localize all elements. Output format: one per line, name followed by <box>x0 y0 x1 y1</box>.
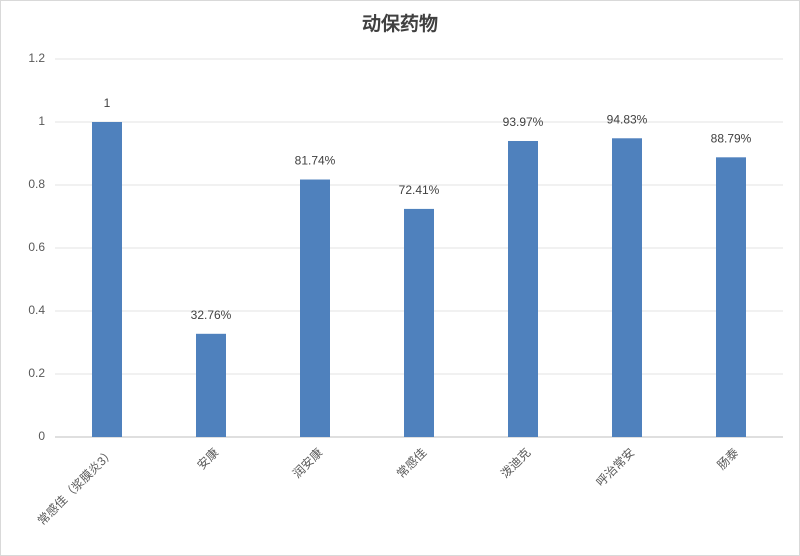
y-tick-label: 0 <box>38 429 45 443</box>
value-label: 32.76% <box>191 308 232 322</box>
bar <box>300 179 330 438</box>
bar <box>92 122 122 437</box>
value-label: 94.83% <box>607 112 648 126</box>
y-tick-label: 0.6 <box>28 240 45 254</box>
y-tick-label: 0.4 <box>28 303 45 317</box>
value-label: 81.74% <box>295 154 336 168</box>
bar <box>716 157 746 437</box>
value-label: 72.41% <box>399 183 440 197</box>
bar <box>508 140 538 437</box>
bar <box>404 208 434 437</box>
bar <box>612 138 642 437</box>
value-label: 1 <box>104 96 111 110</box>
y-tick-label: 0.2 <box>28 366 45 380</box>
y-tick-label: 0.8 <box>28 177 45 191</box>
y-tick-label: 1 <box>38 114 45 128</box>
value-label: 88.79% <box>711 131 752 145</box>
value-label: 93.97% <box>503 115 544 129</box>
bar <box>196 333 226 437</box>
chart-title: 动保药物 <box>362 12 438 35</box>
y-tick-label: 1.2 <box>28 51 45 65</box>
